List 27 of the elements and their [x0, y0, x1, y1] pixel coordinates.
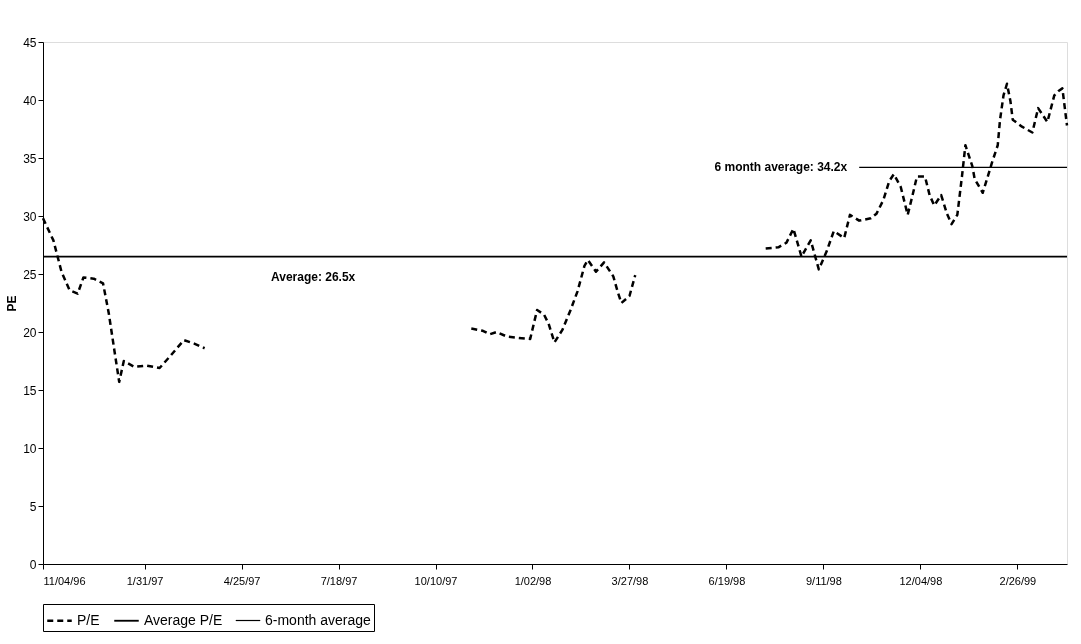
y-axis-title: PE [5, 295, 20, 312]
legend-label: Average P/E [144, 611, 223, 628]
x-tick-label: 2/26/99 [999, 574, 1037, 587]
annotation: 6 month average: 34.2x [714, 160, 848, 175]
y-tick-label: 0 [29, 557, 37, 572]
x-tick-label: 10/10/97 [414, 574, 458, 587]
legend-label: P/E [77, 611, 100, 628]
y-tick-label: 30 [23, 209, 37, 224]
y-tick-label: 35 [23, 151, 37, 166]
y-tick-label: 25 [23, 267, 37, 282]
y-tick-label: 5 [29, 499, 37, 514]
legend-label: 6-month average [265, 611, 372, 628]
x-tick-label: 1/02/98 [514, 574, 552, 587]
y-tick-label: 15 [23, 383, 37, 398]
y-tick-label: 45 [23, 35, 37, 50]
x-tick-label: 7/18/97 [320, 574, 358, 587]
x-tick-label: 9/11/98 [805, 574, 842, 587]
x-tick-label: 1/31/97 [126, 574, 164, 587]
x-tick-label: 4/25/97 [223, 574, 261, 587]
y-tick-label: 10 [23, 441, 37, 456]
x-tick-label: 12/04/98 [899, 574, 943, 587]
x-tick-label: 11/04/96 [43, 574, 86, 587]
x-tick-label: 6/19/98 [708, 574, 746, 587]
y-tick-label: 40 [23, 93, 37, 108]
y-tick-label: 20 [23, 325, 37, 340]
x-tick-label: 3/27/98 [611, 574, 649, 587]
annotation: Average: 26.5x [271, 269, 356, 284]
